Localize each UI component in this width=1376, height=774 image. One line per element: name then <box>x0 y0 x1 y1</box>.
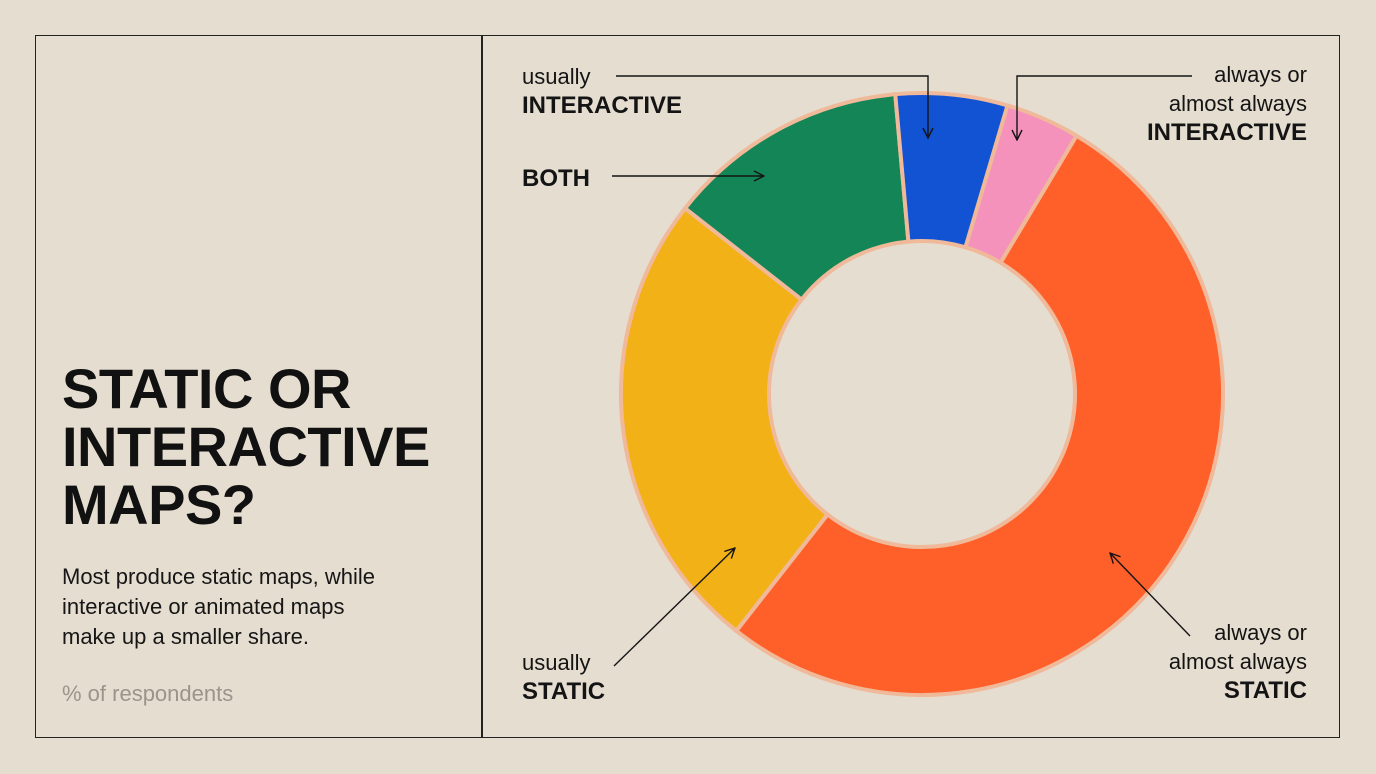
chart-subtitle: Most produce static maps, while interact… <box>62 562 462 652</box>
leader-usually-interactive <box>616 75 928 138</box>
title-line: STATIC OR <box>62 357 351 420</box>
label-bold: STATIC <box>1224 677 1307 704</box>
title-line: INTERACTIVE <box>62 415 430 478</box>
label-bold: BOTH <box>522 165 590 192</box>
label-bold: INTERACTIVE <box>522 92 682 119</box>
subtitle-line: interactive or animated maps <box>62 594 345 619</box>
label-line: always or <box>1214 62 1307 87</box>
leader-usually-static <box>613 548 735 667</box>
label-both: BOTH <box>522 165 590 192</box>
label-usually-static: usually STATIC <box>522 650 605 705</box>
subtitle-line: Most produce static maps, while <box>62 564 376 589</box>
label-line: always or <box>1214 620 1307 645</box>
slice-usually-static <box>619 206 830 633</box>
chart-title: STATIC OR INTERACTIVE MAPS? <box>62 360 462 534</box>
panel-divider <box>481 35 483 738</box>
unit-label: % of respondents <box>62 681 234 706</box>
label-always-static: always or almost always STATIC <box>1169 620 1307 704</box>
leader-always-interactive <box>1017 75 1192 140</box>
label-line: usually <box>522 64 590 89</box>
label-usually-interactive: usually INTERACTIVE <box>522 64 682 119</box>
slice-labels: always or almost always INTERACTIVEalways … <box>522 62 1307 705</box>
chart-frame <box>35 35 1340 738</box>
title-line: MAPS? <box>62 473 256 536</box>
subtitle-line: make up a smaller share. <box>62 624 309 649</box>
slice-always-static <box>734 133 1225 697</box>
label-bold: STATIC <box>522 678 605 705</box>
label-line: almost always <box>1169 649 1307 674</box>
label-line: almost always <box>1169 91 1307 116</box>
label-line: usually <box>522 650 590 675</box>
slice-both <box>683 92 911 302</box>
label-bold: INTERACTIVE <box>1147 119 1307 146</box>
label-always-interactive: always or almost always INTERACTIVE <box>1147 62 1307 146</box>
leader-always-static <box>1110 553 1191 637</box>
donut-slices <box>619 91 1225 697</box>
leader-lines <box>612 75 1192 667</box>
